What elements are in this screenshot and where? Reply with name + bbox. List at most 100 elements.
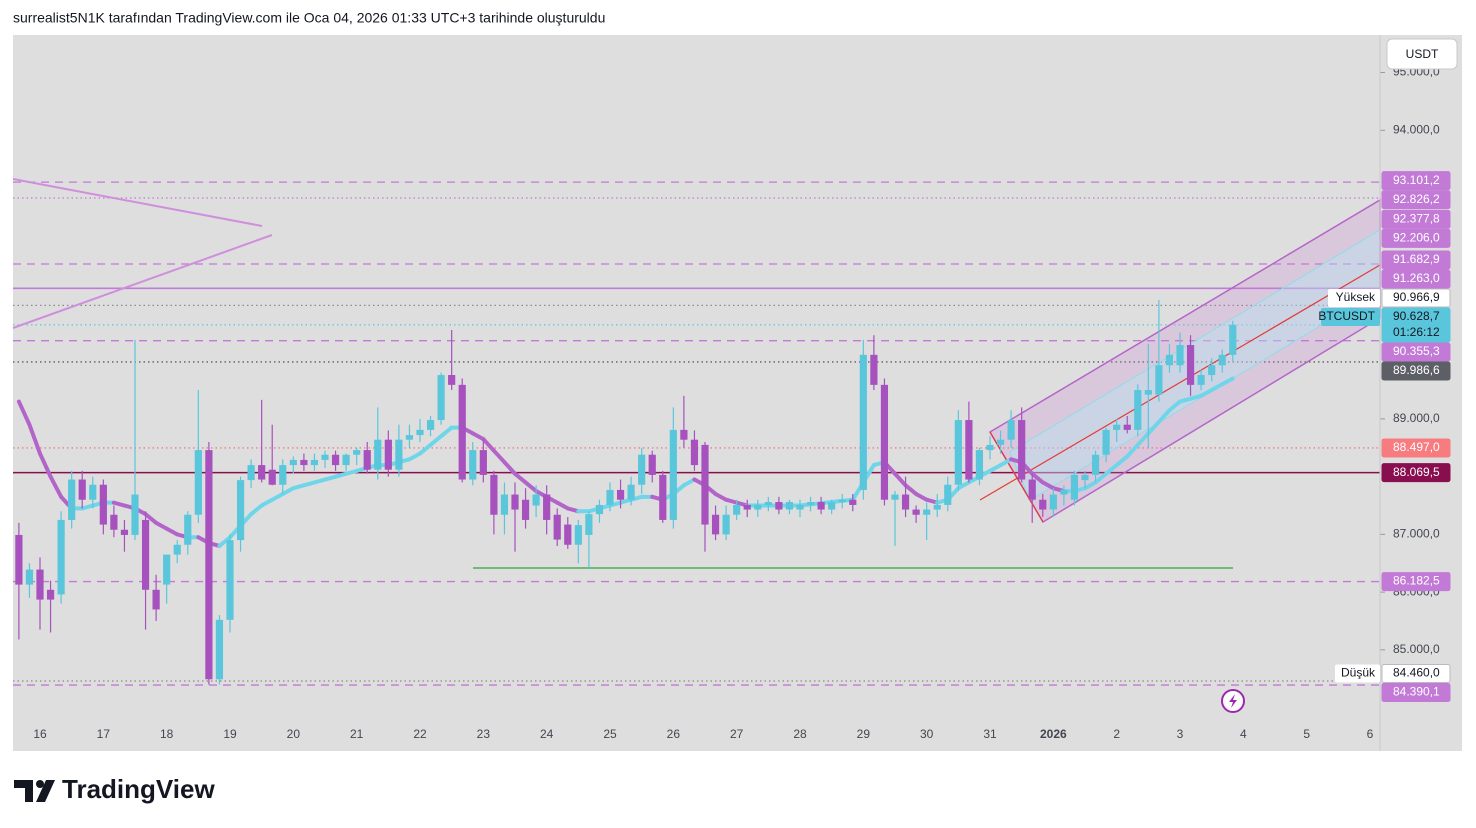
x-tick-label: 21 <box>350 727 364 741</box>
candle-body <box>300 459 308 466</box>
price-badge-label: 92.377,8 <box>1393 212 1440 226</box>
ma-segment <box>249 503 264 517</box>
candle-body <box>384 439 392 470</box>
candle-body <box>1102 429 1110 455</box>
x-tick-label: 27 <box>730 727 744 741</box>
candle-body <box>532 494 540 506</box>
price-badge-label: 90.628,7 <box>1393 309 1440 323</box>
price-badge <box>1381 463 1451 483</box>
candle-body <box>405 435 414 440</box>
x-tick-label: 25 <box>603 727 617 741</box>
ma-segment <box>143 512 159 525</box>
candle-body <box>120 529 129 535</box>
price-badge-label: 88.069,5 <box>1393 465 1440 479</box>
candle-body <box>374 439 382 470</box>
alert-icon[interactable] <box>1221 689 1245 713</box>
ma-segment <box>1040 480 1056 491</box>
price-badge <box>1381 250 1451 270</box>
price-tag-label: BTCUSDT <box>1318 309 1375 323</box>
currency-button-bg[interactable] <box>1386 38 1458 70</box>
candle-body <box>722 514 730 535</box>
candle-body <box>141 519 150 590</box>
ma-segment <box>418 442 433 456</box>
candle-body <box>870 354 878 385</box>
price-badge-label: 93.101,2 <box>1393 173 1440 187</box>
candle-body <box>564 524 572 545</box>
candle-body <box>1028 479 1036 500</box>
ma-segment <box>523 480 539 494</box>
candle-body <box>289 459 297 466</box>
candle-body <box>57 519 65 595</box>
candle-body <box>247 465 255 481</box>
candle-body <box>236 480 245 541</box>
price-badge-label: 84.390,1 <box>1393 685 1440 699</box>
currency-button-label[interactable]: USDT <box>1406 47 1439 61</box>
candle-body <box>173 544 181 555</box>
price-badge <box>1381 269 1451 289</box>
candle-body <box>585 514 593 535</box>
candle-body <box>923 509 931 515</box>
candle-body <box>1081 474 1089 481</box>
candle-body <box>859 354 867 490</box>
candle-body <box>163 554 171 585</box>
candle-body <box>215 619 224 680</box>
candle-body <box>680 429 688 440</box>
x-tick-label: 4 <box>1240 727 1247 741</box>
candle-body <box>1007 420 1015 440</box>
candle-body <box>258 465 266 480</box>
candle-body <box>1049 494 1057 510</box>
candle-body <box>669 429 677 520</box>
candle-body <box>321 454 329 460</box>
ma-segment <box>502 460 517 476</box>
x-tick-label: 23 <box>477 727 491 741</box>
candle-body <box>775 502 783 510</box>
candle-body <box>448 375 456 385</box>
candle-body <box>986 444 994 451</box>
candle-body <box>880 384 889 500</box>
candle-body <box>36 569 44 600</box>
price-badge <box>1381 664 1451 684</box>
ma-segment <box>1083 480 1098 491</box>
header-text: surrealist5N1K tarafından TradingView.co… <box>13 10 605 26</box>
price-badge <box>1381 438 1451 458</box>
price-tag <box>1328 289 1380 308</box>
candle-body <box>353 450 361 455</box>
ma-segment <box>513 471 528 485</box>
ma-segment <box>1135 431 1151 447</box>
ma-segment <box>555 500 570 511</box>
ma-segment <box>1093 471 1109 485</box>
ma-segment <box>1030 471 1045 485</box>
ma-segment <box>903 483 919 496</box>
candle-body <box>933 504 941 510</box>
candle-body <box>1176 345 1184 366</box>
x-tick-label: 28 <box>793 727 807 741</box>
price-badge-label: 90.355,3 <box>1393 344 1440 358</box>
ma-segment <box>998 457 1014 468</box>
x-tick-label: 19 <box>223 727 237 741</box>
candle-body <box>184 514 192 545</box>
ma-segment <box>154 520 169 531</box>
candle-body <box>1091 454 1100 475</box>
candle-body <box>543 494 551 520</box>
x-tick-label: 6 <box>1367 727 1374 741</box>
candle-body <box>764 502 772 505</box>
price-badge <box>1381 572 1451 592</box>
channel-midline <box>979 264 1381 501</box>
ma-segment <box>259 497 275 508</box>
candle-body <box>426 420 435 430</box>
ma-segment <box>914 491 929 502</box>
candle-body <box>1070 474 1079 500</box>
candle-body <box>1039 499 1047 510</box>
candle-body <box>131 494 139 535</box>
price-badge-label: 88.497,0 <box>1393 440 1440 454</box>
price-badge <box>1381 190 1451 210</box>
currency-button[interactable]: USDT <box>1386 38 1458 70</box>
candle-body <box>796 504 804 510</box>
y-tick-label: 85.000,0 <box>1393 642 1440 656</box>
ma-segment <box>481 437 496 453</box>
ma-segment <box>713 491 729 502</box>
x-tick-label: 31 <box>983 727 997 741</box>
ma-segment <box>1167 399 1182 413</box>
candle-body <box>1155 365 1163 395</box>
ma-segment <box>1104 463 1119 476</box>
